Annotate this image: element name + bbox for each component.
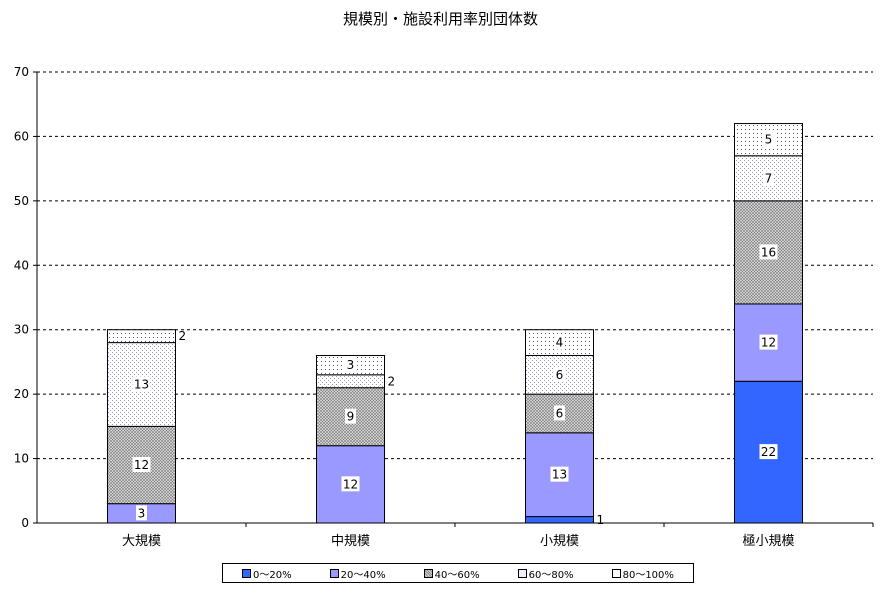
data-label-bg bbox=[554, 366, 565, 382]
bar-segment bbox=[525, 516, 594, 524]
legend-label: 20～40% bbox=[340, 569, 386, 581]
data-label-bg bbox=[759, 444, 778, 460]
data-label-bg bbox=[763, 170, 774, 186]
bar-segment bbox=[107, 329, 176, 344]
data-label: 3 bbox=[347, 358, 355, 372]
data-label-bg bbox=[136, 505, 147, 521]
data-label: 6 bbox=[556, 406, 564, 420]
y-tick-label: 40 bbox=[14, 258, 29, 272]
chart-title: 規模別・施設利用率別団体数 bbox=[342, 10, 538, 28]
y-tick-label: 30 bbox=[14, 323, 29, 337]
gridlines bbox=[37, 71, 873, 460]
x-tick-label: 極小規模 bbox=[742, 533, 794, 549]
legend-item: 40～60% bbox=[423, 566, 480, 581]
y-tick-label: 10 bbox=[14, 452, 29, 466]
x-tick-label: 大規模 bbox=[122, 534, 161, 549]
bar-segment bbox=[316, 374, 385, 389]
axes: 0 10 20 30 40 50 60 70 大規模 中規模 小規模 極小規模 bbox=[14, 65, 874, 549]
y-tick-label: 60 bbox=[14, 129, 29, 143]
data-label: 2 bbox=[179, 329, 187, 343]
data-label-bg bbox=[554, 334, 565, 350]
data-label: 9 bbox=[347, 410, 355, 424]
data-label: 6 bbox=[556, 368, 564, 382]
data-label-bg bbox=[759, 334, 778, 350]
legend-swatch bbox=[517, 568, 527, 578]
data-label-bg bbox=[132, 376, 151, 392]
y-tick-label: 70 bbox=[14, 65, 29, 79]
legend-swatch bbox=[329, 568, 339, 578]
y-tick-label: 0 bbox=[21, 516, 29, 530]
legend: 0～20% 20～40% 40～60% 60～80% 80～100% bbox=[222, 563, 694, 583]
y-tick-label: 20 bbox=[14, 387, 29, 401]
data-label: 16 bbox=[761, 245, 776, 259]
data-label-bg bbox=[759, 244, 778, 260]
data-labels: 3 12 13 2 12 9 2 3 1 13 6 6 4 22 12 16 7 5 bbox=[132, 131, 778, 527]
data-label: 4 bbox=[556, 336, 564, 350]
data-label: 5 bbox=[765, 133, 773, 147]
y-tick-label: 50 bbox=[14, 194, 29, 208]
data-label: 2 bbox=[388, 374, 396, 388]
data-label: 7 bbox=[765, 171, 773, 185]
legend-label: 80～100% bbox=[622, 569, 674, 581]
data-label: 13 bbox=[134, 377, 149, 391]
data-label-bg bbox=[132, 457, 151, 473]
data-label: 1 bbox=[597, 513, 605, 527]
bar-segment bbox=[734, 303, 803, 382]
x-tick-label: 中規模 bbox=[331, 534, 370, 549]
x-tick-label: 小規模 bbox=[540, 534, 579, 549]
legend-label: 40～60% bbox=[434, 569, 480, 581]
legend-label: 60～80% bbox=[528, 569, 574, 581]
legend-item: 0～20% bbox=[242, 566, 292, 581]
data-label: 12 bbox=[343, 477, 358, 491]
data-label-bg bbox=[345, 357, 356, 373]
legend-swatch bbox=[611, 568, 621, 578]
legend-swatch bbox=[423, 568, 433, 578]
data-label: 12 bbox=[761, 336, 776, 350]
legend-item: 20～40% bbox=[329, 566, 386, 581]
data-label: 13 bbox=[552, 468, 567, 482]
bars bbox=[107, 123, 803, 524]
data-label-bg bbox=[554, 405, 565, 421]
data-label-bg bbox=[550, 466, 569, 482]
data-label-bg bbox=[341, 476, 360, 492]
legend-item: 60～80% bbox=[517, 566, 574, 581]
legend-swatch bbox=[242, 568, 252, 578]
data-label-bg bbox=[345, 408, 356, 424]
data-label: 12 bbox=[134, 458, 149, 472]
data-label: 22 bbox=[761, 445, 776, 459]
data-label-bg bbox=[763, 131, 774, 147]
data-label: 3 bbox=[138, 506, 146, 520]
legend-item: 80～100% bbox=[611, 566, 674, 581]
legend-label: 0～20% bbox=[253, 569, 292, 581]
